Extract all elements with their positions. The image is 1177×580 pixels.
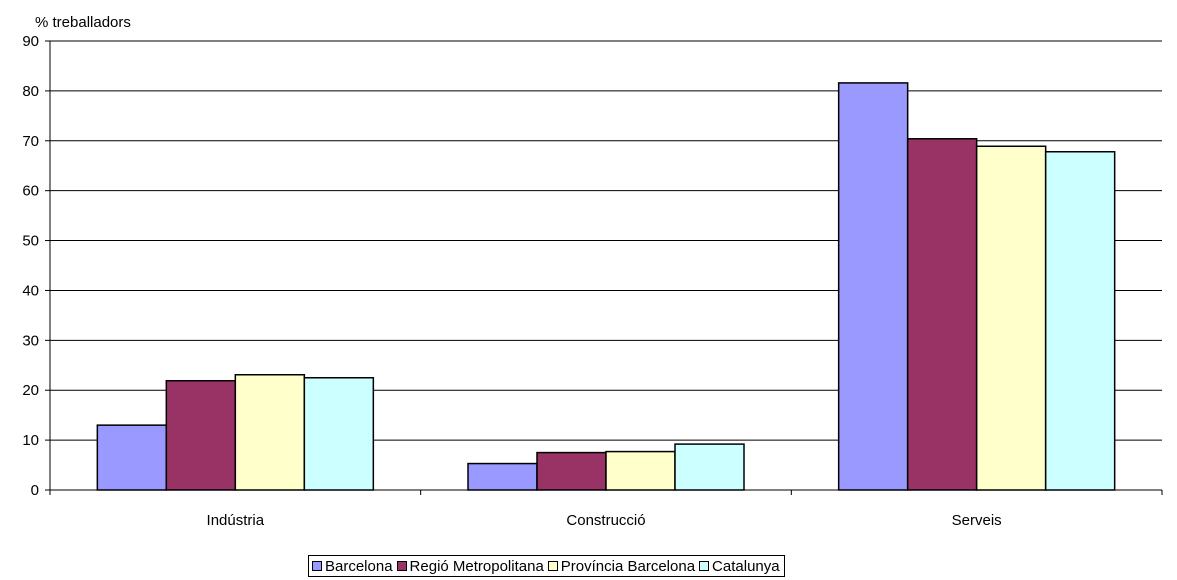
bar-regió-metropolitana (165, 379, 237, 491)
legend: Barcelona Regió Metropolitana Província Ba… (308, 555, 785, 577)
bar-chart: % treballadors 0 10 20 30 40 50 60 70 80 90 Indús… (22, 14, 1163, 529)
bar-catalunya (1044, 151, 1116, 491)
y-tick-label: 70 (22, 133, 39, 150)
bar-barcelona (467, 462, 538, 491)
y-tick-label: 60 (22, 183, 39, 200)
legend-label: Barcelona (325, 557, 393, 575)
x-tick-label: Construcció (566, 512, 645, 529)
y-tick-label: 30 (22, 332, 39, 349)
legend-item: Barcelona (312, 558, 393, 575)
y-tick-label: 50 (22, 233, 39, 250)
legend-item: Regió Metropolitana (396, 557, 544, 575)
legend-swatch (547, 561, 558, 571)
legend-swatch (396, 561, 407, 571)
x-tick-labels: Indústria Construcció Serveis (207, 512, 1002, 529)
axes (49, 41, 1163, 495)
legend-label: Catalunya (712, 557, 780, 575)
bar-barcelona (837, 82, 909, 491)
bars (96, 82, 1116, 491)
x-tick-label: Serveis (952, 512, 1002, 529)
bar-catalunya (674, 443, 745, 491)
y-tick-label: 80 (22, 83, 39, 100)
bar-barcelona (96, 424, 168, 491)
bar-regió-metropolitana (536, 451, 607, 491)
y-tick-labels: 0 10 20 30 40 50 60 70 80 90 (22, 33, 39, 499)
bar-província-barcelona (234, 374, 306, 491)
legend-item: Província Barcelona (547, 557, 696, 575)
legend-item: Catalunya (699, 558, 780, 575)
legend-label: Província Barcelona (560, 557, 696, 575)
y-tick-label: 90 (22, 33, 39, 50)
legend-swatch (699, 561, 710, 571)
legend-swatch (312, 561, 322, 571)
y-tick-label: 0 (31, 482, 39, 499)
bar-regió-metropolitana (906, 138, 978, 491)
y-tick-label: 40 (22, 282, 39, 299)
bar-província-barcelona (605, 450, 676, 491)
x-tick-label: Indústria (207, 512, 265, 529)
bar-catalunya (303, 377, 375, 491)
legend-label: Regió Metropolitana (409, 557, 544, 575)
bar-província-barcelona (975, 145, 1047, 491)
y-tick-label: 10 (22, 432, 39, 449)
y-axis-label: % treballadors (35, 14, 131, 31)
y-tick-label: 20 (22, 382, 39, 399)
